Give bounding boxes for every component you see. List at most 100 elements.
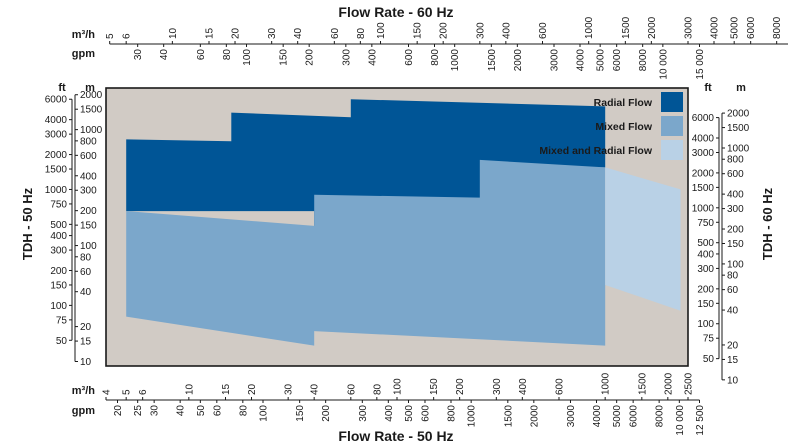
left-m-tick-label-12: 40 bbox=[80, 287, 92, 298]
bottom-gpm-tick-label-16: 1500 bbox=[503, 405, 514, 428]
bottom-m3h-tick-label-4: 15 bbox=[221, 383, 232, 395]
top-gpm-tick-label-19: 10 000 bbox=[658, 49, 669, 80]
right-ft-tick-label-12: 100 bbox=[697, 319, 714, 330]
left-m-tick-label-14: 15 bbox=[80, 337, 92, 348]
bottom-m3h-tick-label-8: 60 bbox=[346, 383, 357, 395]
top-m3h-tick-label-4: 20 bbox=[231, 27, 242, 39]
top-gpm-tick-label-11: 1000 bbox=[450, 49, 461, 72]
right-m-tick-label-10: 80 bbox=[727, 271, 739, 282]
right-m-tick-label-1: 1500 bbox=[727, 123, 750, 134]
bottom-m3h-tick-label-13: 300 bbox=[492, 378, 503, 395]
right-m-tick-label-15: 10 bbox=[727, 375, 739, 386]
left-m-tick-label-6: 300 bbox=[80, 186, 97, 197]
left-m-tick-label-1: 1500 bbox=[80, 105, 103, 116]
top-m3h-tick-label-17: 2000 bbox=[647, 16, 658, 39]
bottom-gpm-tick-label-17: 2000 bbox=[529, 405, 540, 428]
left-m-tick-label-13: 20 bbox=[80, 322, 92, 333]
top-m3h-tick-label-2: 10 bbox=[168, 27, 179, 39]
right-ft-tick-label-4: 1500 bbox=[692, 183, 715, 194]
legend-label-2: Mixed and Radial Flow bbox=[539, 145, 652, 157]
top-m3h-tick-label-6: 40 bbox=[293, 27, 304, 39]
axes: 5 6 10 15 20 30 40 60 80 100 150 200 300 400 600 1000 15… bbox=[45, 16, 788, 436]
top-m3h-tick-label-9: 100 bbox=[376, 22, 387, 39]
right-m-tick-label-9: 100 bbox=[727, 259, 744, 270]
top-gpm-tick-label-18: 8000 bbox=[638, 49, 649, 72]
bottom-gpm-tick-label-13: 600 bbox=[421, 405, 432, 422]
left-ft-unit: ft bbox=[58, 82, 66, 94]
bottom-gpm-tick-label-12: 500 bbox=[404, 405, 415, 422]
bottom-gpm-tick-label-9: 200 bbox=[321, 405, 332, 422]
top-gpm-tick-label-4: 100 bbox=[242, 49, 253, 66]
bottom-m3h-tick-label-1: 5 bbox=[122, 389, 133, 395]
bottom-m3h-unit: m³/h bbox=[72, 385, 96, 397]
left-ft-tick-label-8: 400 bbox=[50, 231, 67, 242]
top-m3h-tick-label-15: 1000 bbox=[584, 16, 595, 39]
top-m3h-tick-label-13: 400 bbox=[501, 22, 512, 39]
top-m3h-tick-label-16: 1500 bbox=[621, 16, 632, 39]
top-gpm-tick-label-0: 30 bbox=[133, 49, 144, 61]
top-gpm-tick-label-10: 800 bbox=[430, 49, 441, 66]
top-gpm-tick-label-14: 3000 bbox=[550, 49, 561, 72]
right-m-tick-label-0: 2000 bbox=[727, 109, 750, 120]
bottom-gpm-unit: gpm bbox=[72, 405, 95, 417]
left-ft-tick-label-6: 750 bbox=[50, 199, 67, 210]
region-mixed-and-radial-flow bbox=[605, 167, 681, 311]
right-ft-tick-label-5: 1000 bbox=[692, 203, 715, 214]
left-ft-tick-label-1: 4000 bbox=[45, 115, 68, 126]
top-gpm-tick-label-6: 200 bbox=[305, 49, 316, 66]
bottom-gpm-tick-label-11: 400 bbox=[384, 405, 395, 422]
bottom-m3h-tick-label-19: 2500 bbox=[684, 372, 695, 395]
top-gpm-tick-label-17: 6000 bbox=[612, 49, 623, 72]
top-gpm-tick-label-3: 80 bbox=[222, 49, 233, 61]
right-ft-tick-label-11: 150 bbox=[697, 299, 714, 310]
top-m3h-tick-label-18: 3000 bbox=[684, 16, 695, 39]
bottom-m3h-tick-label-15: 600 bbox=[555, 378, 566, 395]
right-ft-tick-label-1: 4000 bbox=[692, 134, 715, 145]
top-m3h-tick-label-22: 8000 bbox=[772, 16, 783, 39]
top-gpm-tick-label-9: 600 bbox=[404, 49, 415, 66]
right-ft-tick-label-6: 750 bbox=[697, 218, 714, 229]
right-ft-tick-label-10: 200 bbox=[697, 284, 714, 295]
right-m-tick-label-4: 600 bbox=[727, 169, 744, 180]
top-gpm-unit: gpm bbox=[72, 48, 95, 60]
right-m-tick-label-6: 300 bbox=[727, 204, 744, 215]
legend-swatch-1 bbox=[661, 116, 683, 136]
top-axis-title: Flow Rate - 60 Hz bbox=[338, 4, 453, 20]
top-gpm-tick-label-1: 40 bbox=[159, 49, 170, 61]
bottom-gpm-tick-label-15: 1000 bbox=[467, 405, 478, 428]
top-m3h-tick-label-3: 15 bbox=[205, 27, 216, 39]
right-m-tick-label-3: 800 bbox=[727, 155, 744, 166]
bottom-gpm-tick-label-2: 30 bbox=[150, 405, 161, 417]
left-ft-tick-label-5: 1000 bbox=[45, 185, 68, 196]
left-m-tick-label-4: 600 bbox=[80, 151, 97, 162]
bottom-gpm-tick-label-10: 300 bbox=[358, 405, 369, 422]
bottom-gpm-tick-label-24: 12 500 bbox=[695, 405, 706, 436]
left-ft-tick-label-14: 50 bbox=[56, 336, 68, 347]
top-m3h-tick-label-19: 4000 bbox=[710, 16, 721, 39]
bottom-gpm-tick-label-23: 10 000 bbox=[675, 405, 686, 436]
bottom-m3h-tick-label-2: 6 bbox=[138, 389, 149, 395]
left-ft-tick-label-12: 100 bbox=[50, 301, 67, 312]
bottom-gpm-tick-label-0: 20 bbox=[113, 405, 124, 417]
right-ft-tick-label-14: 50 bbox=[703, 354, 715, 365]
legend-swatch-2 bbox=[661, 140, 683, 160]
top-gpm-tick-label-20: 15 000 bbox=[695, 49, 706, 80]
right-ft-tick-label-7: 500 bbox=[697, 238, 714, 249]
right-ft-tick-label-8: 400 bbox=[697, 249, 714, 260]
bottom-gpm-tick-label-20: 5000 bbox=[612, 405, 623, 428]
bottom-m3h-tick-label-3: 10 bbox=[184, 383, 195, 395]
right-ft-tick-label-0: 6000 bbox=[692, 113, 715, 124]
top-m3h-tick-label-20: 5000 bbox=[730, 16, 741, 39]
bottom-m3h-tick-label-14: 400 bbox=[518, 378, 529, 395]
right-m-unit: m bbox=[736, 82, 746, 94]
top-gpm-tick-label-7: 300 bbox=[341, 49, 352, 66]
left-m-tick-label-2: 1000 bbox=[80, 125, 103, 136]
right-m-tick-label-13: 20 bbox=[727, 340, 739, 351]
bottom-gpm-tick-label-3: 40 bbox=[176, 405, 187, 417]
right-m-tick-label-12: 40 bbox=[727, 306, 739, 317]
bottom-m3h-tick-label-7: 40 bbox=[310, 383, 321, 395]
left-ft-tick-label-7: 500 bbox=[50, 220, 67, 231]
bottom-m3h-tick-label-17: 1500 bbox=[637, 372, 648, 395]
top-gpm-tick-label-13: 2000 bbox=[513, 49, 524, 72]
